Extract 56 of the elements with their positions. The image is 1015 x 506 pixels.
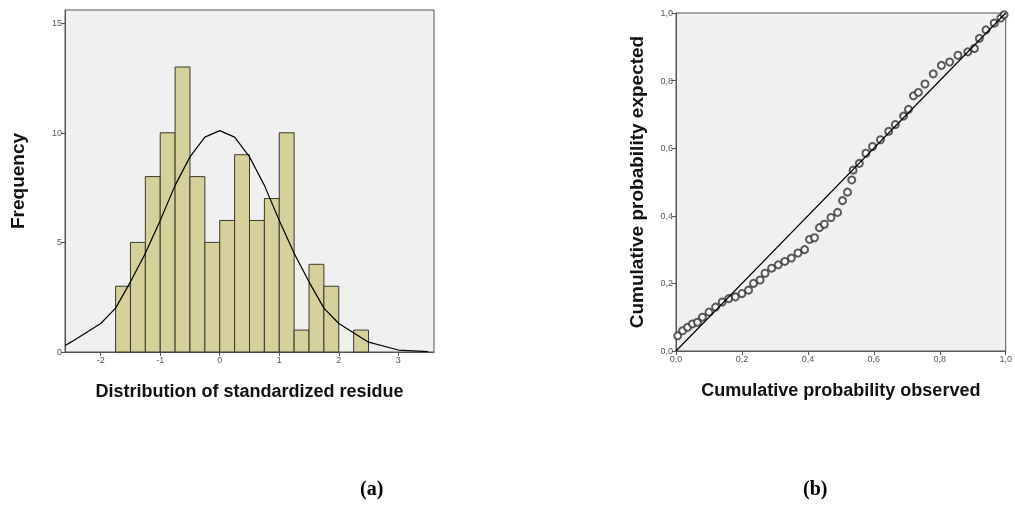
point bbox=[800, 245, 810, 255]
y-tick-label: 5 bbox=[56, 237, 62, 248]
point bbox=[767, 263, 777, 273]
x-tick-label: 0,6 bbox=[867, 353, 881, 364]
point bbox=[826, 212, 836, 222]
x-tick-label: -2 bbox=[96, 354, 105, 365]
point bbox=[913, 87, 923, 97]
y-axis-title: Frequency bbox=[7, 132, 28, 230]
point bbox=[704, 307, 714, 317]
x-axis-title: Distribution of standardized residue bbox=[95, 381, 404, 401]
point bbox=[673, 331, 683, 341]
point bbox=[744, 285, 754, 295]
point bbox=[730, 292, 740, 302]
x-tick-label: 3 bbox=[395, 354, 401, 365]
point bbox=[793, 248, 803, 258]
y-tick-label: 0,8 bbox=[660, 75, 673, 86]
x-tick-label: 0,2 bbox=[735, 353, 749, 364]
x-tick-label: 0,0 bbox=[669, 353, 683, 364]
point bbox=[953, 50, 963, 60]
x-tick-label: 1 bbox=[276, 354, 282, 365]
text: (b) bbox=[803, 477, 828, 500]
point bbox=[810, 233, 819, 243]
point bbox=[760, 268, 770, 278]
point bbox=[819, 219, 829, 229]
y-axis-title: Cumulative probability expected bbox=[626, 35, 647, 329]
x-axis-title: Cumulative probability observed bbox=[701, 380, 981, 400]
x-tick-label: 0,8 bbox=[933, 353, 947, 364]
point bbox=[936, 60, 946, 70]
point bbox=[737, 289, 747, 299]
x-tick-label: 0 bbox=[217, 354, 223, 365]
point bbox=[697, 312, 707, 322]
x-tick-label: 0,4 bbox=[801, 353, 815, 364]
point bbox=[749, 278, 758, 288]
point bbox=[920, 79, 930, 89]
y-tick-label: 0,2 bbox=[660, 278, 673, 289]
point bbox=[838, 196, 848, 206]
point bbox=[833, 207, 843, 217]
y-tick-label: 0,4 bbox=[660, 210, 673, 221]
line-series bbox=[64, 129, 429, 353]
point bbox=[847, 175, 857, 185]
point bbox=[945, 57, 955, 67]
y-tick-label: 0,0 bbox=[660, 346, 673, 356]
point bbox=[842, 187, 852, 197]
x-tick-label: 1,0 bbox=[999, 353, 1012, 364]
text: (a) bbox=[360, 477, 384, 500]
y-tick-label: 1,0 bbox=[660, 8, 673, 18]
y-tick-label: 15 bbox=[51, 18, 62, 29]
y-tick-label: 0,6 bbox=[660, 143, 673, 154]
point bbox=[928, 69, 938, 79]
point bbox=[780, 256, 790, 266]
point bbox=[786, 253, 796, 263]
point bbox=[773, 260, 783, 270]
point bbox=[755, 275, 765, 285]
point bbox=[692, 317, 702, 327]
x-tick-label: -1 bbox=[156, 354, 165, 365]
x-tick-label: 2 bbox=[336, 354, 342, 365]
